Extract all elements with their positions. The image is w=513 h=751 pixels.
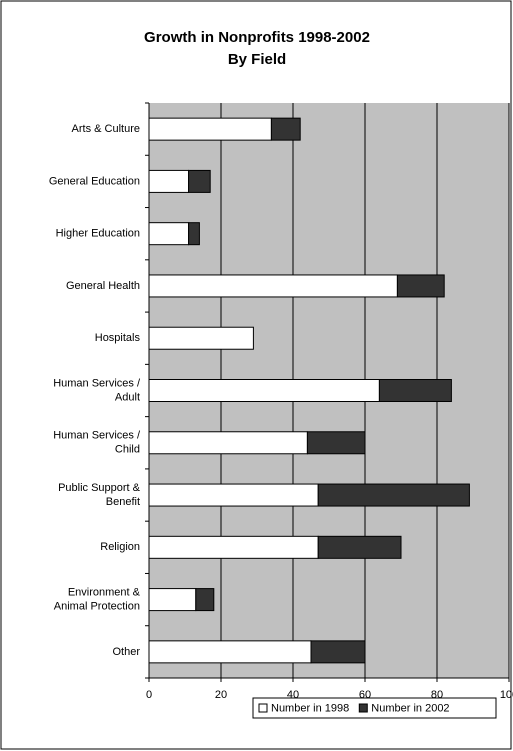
bar (270, 117, 301, 141)
y-tick-label: Higher Education (56, 228, 140, 240)
y-tick-label: Hospitals (95, 332, 141, 344)
y-tick-label: Human Services / (53, 430, 141, 442)
x-tick-label: 100 (500, 689, 513, 701)
bar (188, 169, 211, 193)
y-tick-label: General Education (49, 175, 140, 187)
bar (317, 483, 470, 507)
bar (148, 274, 398, 298)
bar (148, 535, 319, 559)
bar (148, 588, 197, 612)
x-tick-label: 0 (146, 689, 152, 701)
bar (310, 640, 366, 664)
y-tick-label: Public Support & (58, 482, 141, 494)
bar (148, 640, 312, 664)
y-tick-label: Other (112, 646, 140, 658)
legend-box (252, 697, 497, 719)
y-tick-label: Religion (100, 541, 140, 553)
y-tick-label: Environment & (68, 586, 141, 598)
y-tick-label: Human Services / (53, 377, 141, 389)
y-tick-label: Animal Protection (54, 600, 140, 612)
legend-swatch (258, 703, 268, 713)
y-tick-label: Arts & Culture (72, 123, 140, 135)
bar (148, 483, 319, 507)
y-tick-label: Benefit (106, 496, 140, 508)
y-tick-label: Adult (115, 391, 140, 403)
chart-title: Growth in Nonprofits 1998-2002 (144, 29, 370, 46)
bar (188, 222, 200, 246)
bar (306, 431, 366, 455)
bar (148, 326, 254, 350)
legend-label: Number in 1998 (271, 702, 349, 714)
bar (148, 222, 190, 246)
bar (148, 117, 272, 141)
chart-subtitle: By Field (228, 51, 286, 68)
bar (396, 274, 445, 298)
bar (148, 379, 380, 402)
y-tick-label: Child (115, 444, 140, 456)
x-tick-label: 20 (215, 689, 227, 701)
bar (148, 169, 190, 193)
legend-swatch (358, 703, 368, 713)
bar (317, 535, 402, 559)
y-tick-label: General Health (66, 280, 140, 292)
bar (195, 588, 215, 612)
bar (148, 431, 308, 455)
bar (378, 379, 452, 402)
legend-label: Number in 2002 (371, 702, 449, 714)
